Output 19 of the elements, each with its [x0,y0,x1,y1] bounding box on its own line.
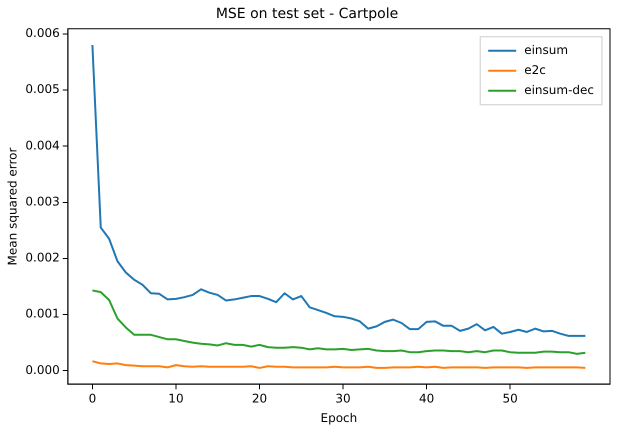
legend-label: einsum-dec [524,82,594,97]
y-axis-title: Mean squared error [5,148,20,266]
y-tick-label: 0.000 [25,362,60,377]
y-tick-label: 0.002 [25,250,60,265]
x-tick-label: 50 [502,392,518,406]
y-tick-label: 0.006 [25,26,60,40]
x-tick-label: 40 [418,392,434,406]
chart-title: MSE on test set - Cartpole [216,6,398,22]
x-axis-title: Epoch [320,410,358,425]
legend-label: e2c [524,62,546,77]
y-tick-label: 0.004 [25,138,60,152]
legend-label: einsum [524,42,568,57]
y-tick-label: 0.003 [25,194,60,208]
x-tick-label: 30 [335,392,351,406]
y-tick-label: 0.001 [25,306,60,321]
y-tick-label: 0.005 [25,82,60,96]
x-tick-label: 0 [88,392,96,406]
x-tick-label: 10 [168,392,184,406]
x-tick-label: 20 [252,392,268,406]
